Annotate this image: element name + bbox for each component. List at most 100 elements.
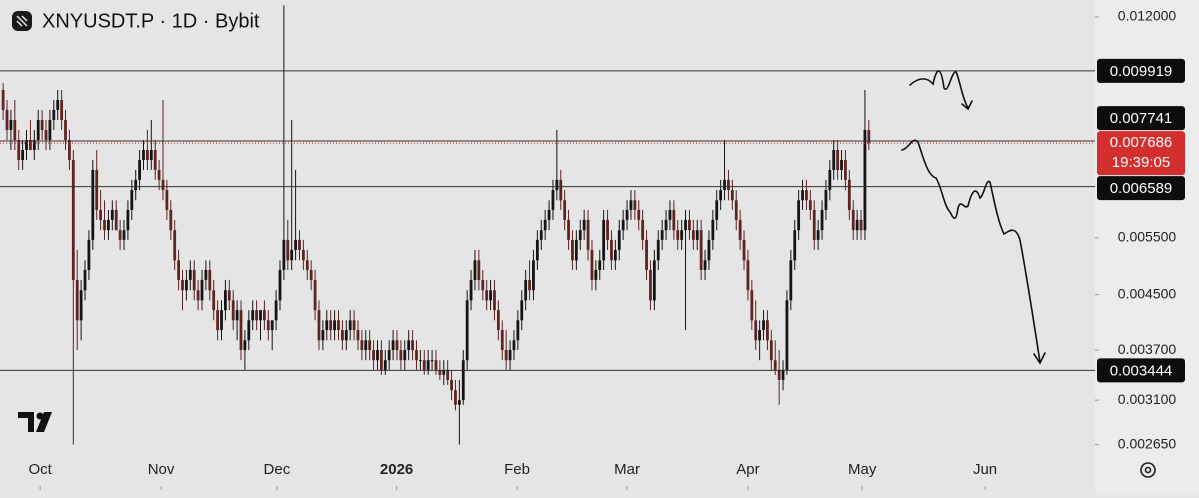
- candle-body: [582, 219, 586, 231]
- logo: [18, 412, 52, 432]
- candle-body: [60, 99, 64, 120]
- candle-body: [79, 290, 83, 321]
- y-tick-label: 0.003700: [1118, 341, 1177, 357]
- candle-body: [146, 150, 149, 160]
- gear-center[interactable]: [1144, 466, 1152, 474]
- candle-body: [52, 109, 56, 120]
- candle-body: [496, 310, 500, 331]
- candle-body: [329, 320, 333, 331]
- candle-body: [352, 320, 356, 331]
- countdown: 19:39:05: [1112, 154, 1170, 171]
- candle-body: [184, 279, 188, 291]
- gear[interactable]: [1140, 462, 1156, 478]
- candle-body: [551, 190, 555, 210]
- candle-body: [298, 239, 301, 250]
- candle-body: [259, 310, 262, 321]
- candle-body: [727, 179, 730, 191]
- drawn-arrowhead: [961, 100, 973, 111]
- candle-body: [610, 239, 613, 261]
- candle-body: [489, 290, 492, 301]
- candles: [1, 5, 871, 445]
- candle-body: [606, 219, 609, 240]
- candle-body: [836, 150, 840, 170]
- level-label-box: [1097, 176, 1185, 201]
- candle-body: [340, 330, 344, 341]
- candle-body: [637, 209, 641, 220]
- candle-body: [387, 350, 391, 361]
- candle-body: [465, 300, 469, 361]
- candle-body: [360, 340, 364, 351]
- candle-body: [91, 169, 95, 240]
- candle-body: [750, 290, 754, 321]
- candle-body: [812, 209, 816, 240]
- candle-body: [83, 269, 87, 291]
- candle-body: [633, 200, 637, 210]
- settings-icon[interactable]: [1140, 462, 1156, 478]
- candle-body: [239, 310, 243, 351]
- candle-body: [754, 320, 758, 341]
- candle-body: [769, 340, 773, 361]
- candle-body: [730, 190, 734, 201]
- candle-body: [204, 269, 208, 280]
- candle-body: [816, 230, 820, 240]
- candle-body: [173, 230, 177, 261]
- y-tick-label: 0.002650: [1118, 435, 1177, 451]
- plot-background: [0, 0, 1095, 493]
- candle-body: [149, 150, 153, 160]
- candle-body: [270, 320, 274, 331]
- candle-body: [477, 260, 481, 280]
- candle-body: [247, 320, 251, 341]
- candle-body: [461, 360, 465, 401]
- candle-body: [99, 209, 103, 220]
- candle-body: [274, 300, 278, 321]
- candle-body: [516, 320, 520, 341]
- candle-body: [485, 290, 489, 301]
- candle-body: [528, 279, 531, 291]
- candle-body: [723, 179, 726, 191]
- candle-body: [399, 350, 403, 361]
- candle-body: [169, 209, 173, 231]
- candle-body: [844, 159, 847, 180]
- candle-body: [473, 260, 477, 280]
- candle-body: [290, 249, 294, 261]
- x-tick-label: Mar: [614, 461, 640, 478]
- candle-body: [469, 279, 473, 301]
- candle-body: [17, 139, 21, 160]
- candle-body: [422, 360, 426, 370]
- candle-body: [305, 260, 309, 270]
- price-axis: 0.012000 0.005500 0.004500 0.003700 0.003100…: [1095, 8, 1185, 451]
- candle-body: [177, 260, 181, 280]
- candle-body: [426, 360, 430, 370]
- candle-body: [44, 129, 48, 140]
- candle-body: [200, 279, 204, 301]
- candle-body: [110, 209, 114, 220]
- candle-body: [286, 239, 290, 261]
- symbol-glyph: [16, 15, 28, 27]
- candle-body: [282, 239, 286, 270]
- candle-body: [278, 269, 282, 301]
- candle-body: [777, 369, 781, 380]
- header: XNYUSDT.P · 1D · Bybit: [12, 10, 260, 32]
- candle-body: [235, 310, 239, 321]
- candle-body: [407, 340, 411, 351]
- candle-body: [781, 369, 785, 380]
- candle-body: [138, 159, 142, 180]
- time-axis: Oct Nov Dec 2026 Feb Mar Apr May Jun: [28, 461, 997, 490]
- candle-body: [555, 179, 559, 191]
- candle-body: [590, 249, 594, 280]
- candle-body: [379, 350, 383, 370]
- candle-body: [391, 340, 395, 351]
- candle-body: [621, 219, 625, 231]
- candle-body: [25, 139, 28, 151]
- candle-body: [758, 330, 762, 341]
- candle-body: [824, 190, 828, 210]
- level-label: 0.003444: [1110, 362, 1173, 379]
- candle-body: [703, 260, 707, 270]
- candle-body: [68, 139, 71, 160]
- candle-body: [617, 230, 621, 250]
- x-tick-label: Feb: [504, 461, 530, 478]
- candle-body: [785, 300, 789, 370]
- candle-body: [859, 219, 863, 231]
- candle-body: [598, 260, 602, 270]
